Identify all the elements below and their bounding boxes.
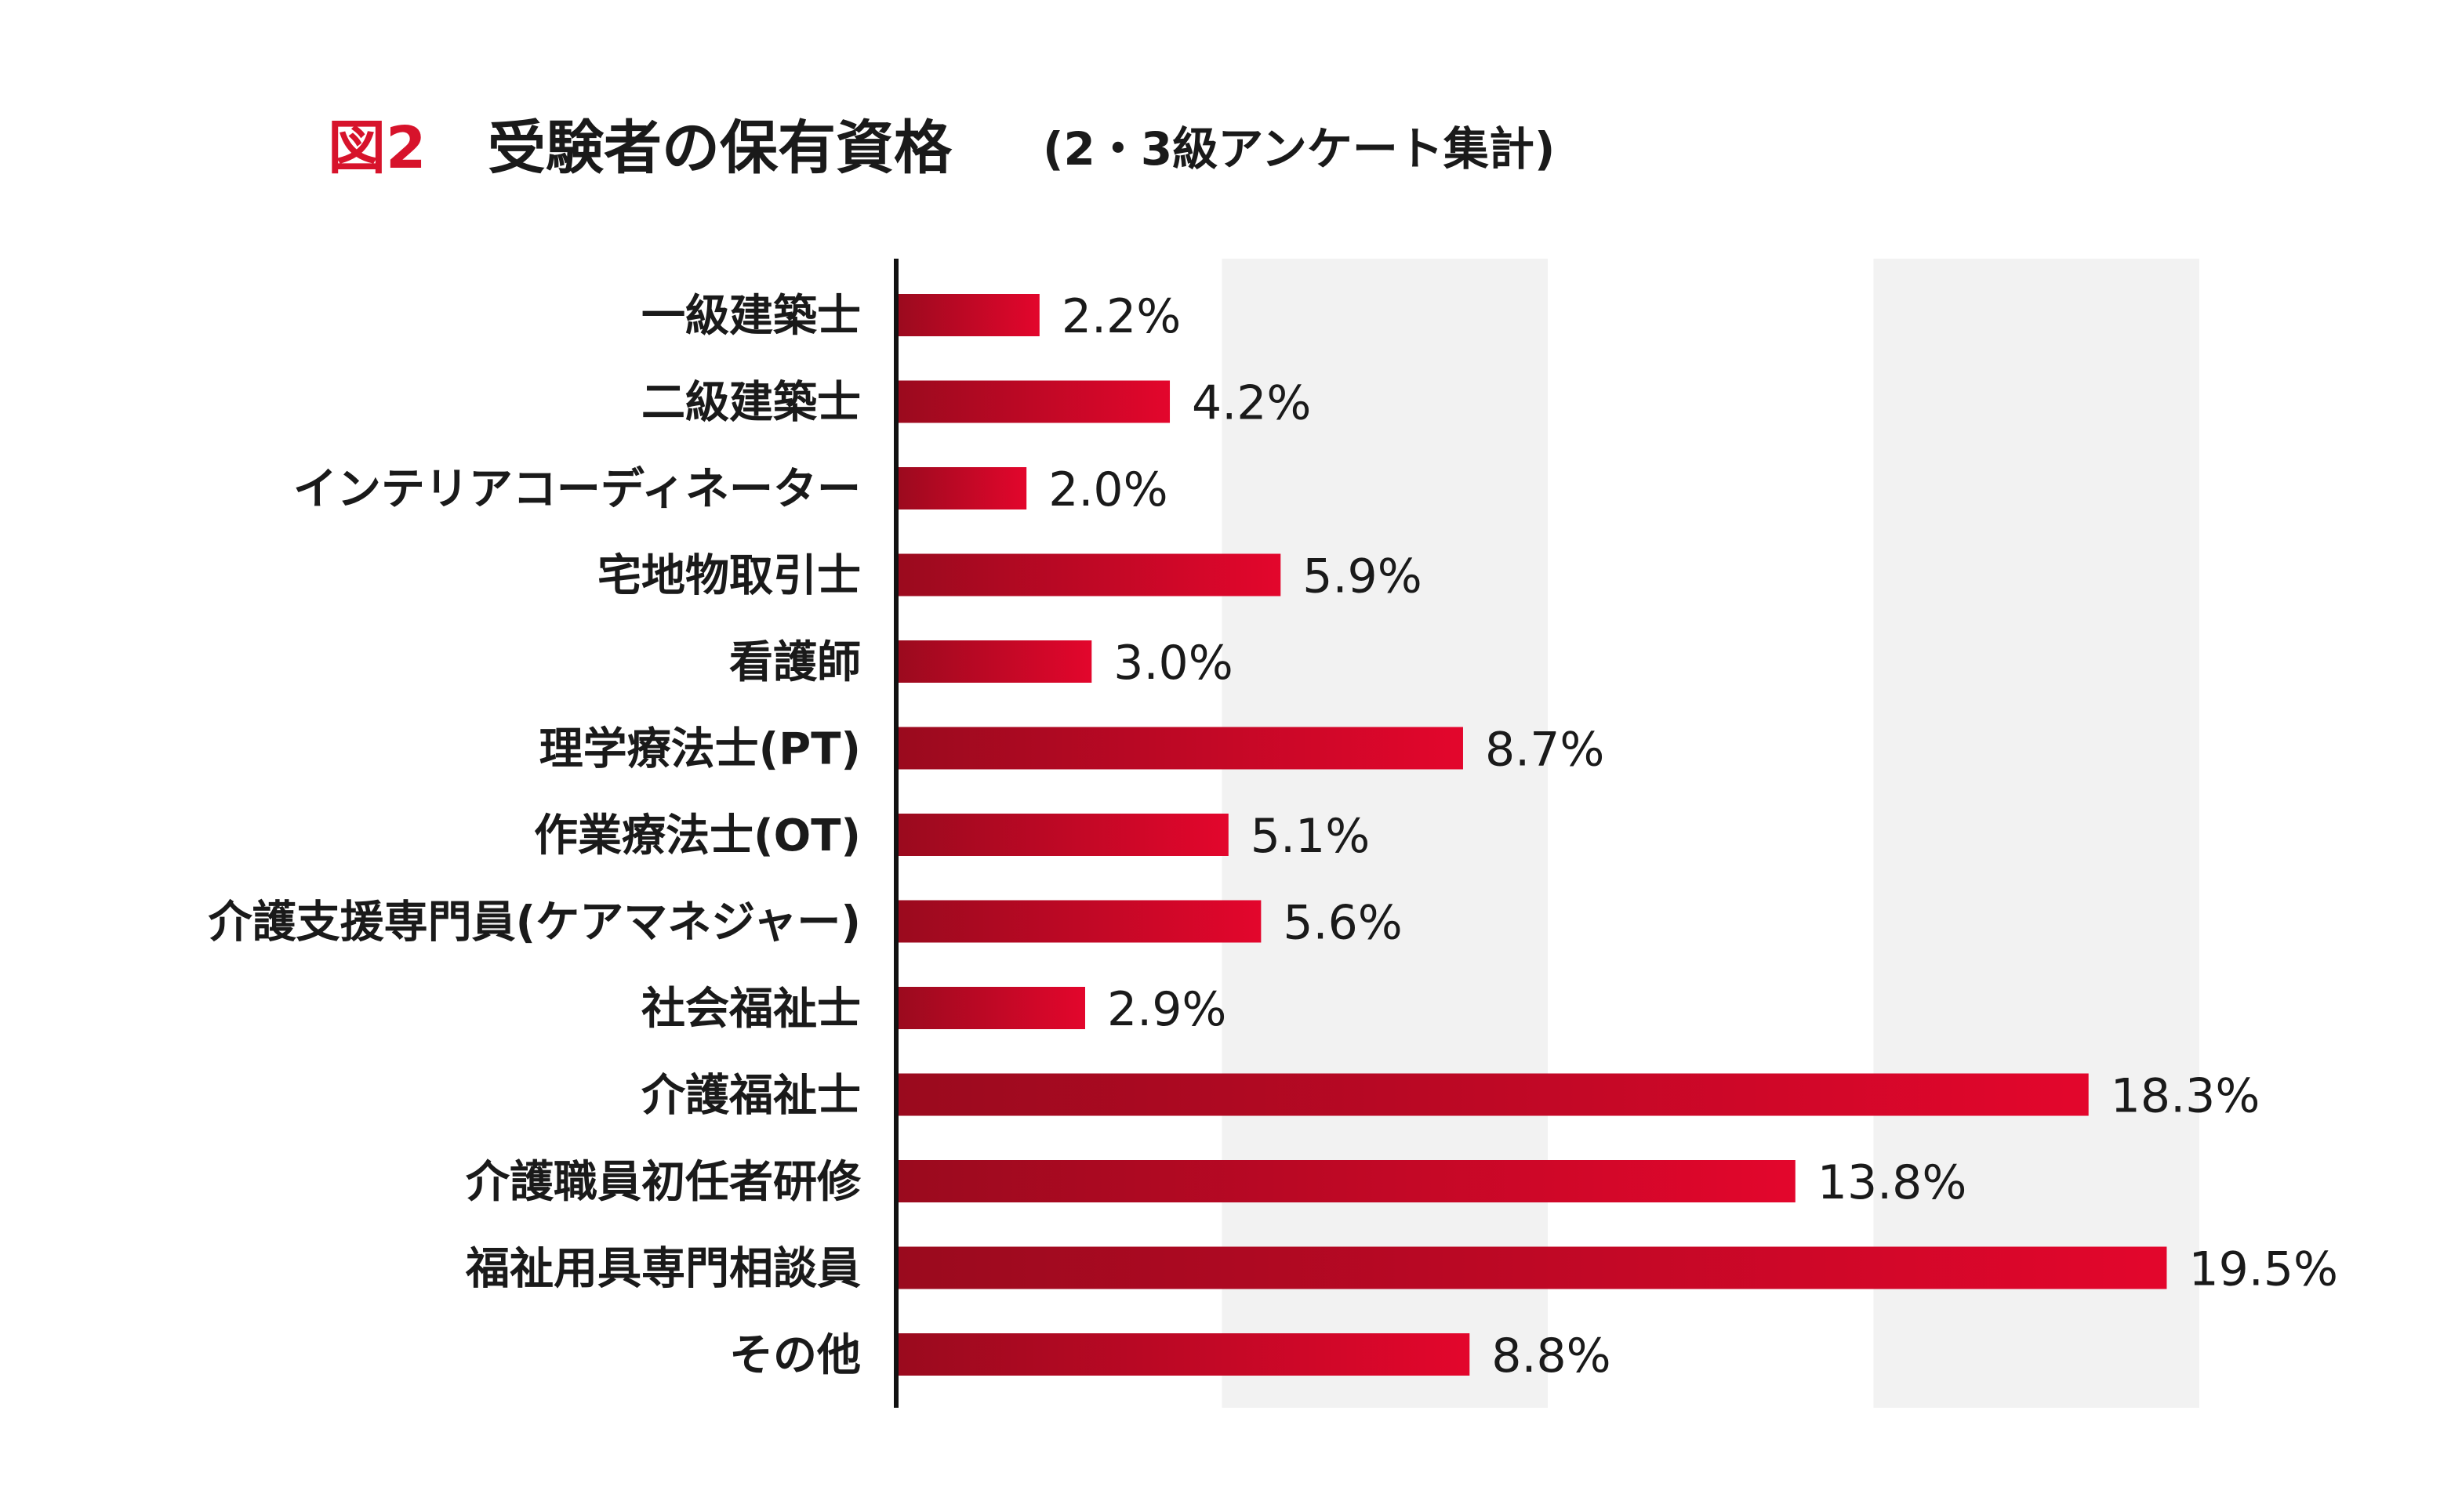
bar [896, 1160, 1796, 1202]
bar [896, 380, 1171, 423]
value-label: 13.8% [1817, 1155, 1967, 1210]
category-label: インテリアコーディネーター [293, 464, 861, 515]
category-labels: 一級建築士二級建築士インテリアコーディネーター宅地物取引士看護師理学療法士(PT… [209, 291, 862, 1381]
category-label: その他 [729, 1330, 861, 1381]
category-label: 介護福祉士 [641, 1071, 861, 1122]
bar [896, 814, 1229, 856]
category-label: 社会福祉士 [641, 984, 861, 1035]
value-label: 5.1% [1251, 809, 1370, 864]
bar [896, 1073, 2089, 1116]
value-label: 8.8% [1491, 1329, 1610, 1383]
bar [896, 900, 1262, 943]
category-label: 作業療法士(OT) [534, 810, 861, 861]
bar [896, 294, 1040, 336]
value-label: 5.9% [1302, 549, 1422, 604]
category-label: 宅地物取引士 [597, 551, 861, 602]
value-labels: 2.2%4.2% 2.0% 5.9% 3.0% 8.7% 5.1% 5.6% 2.9% 18.3… [1048, 289, 2338, 1383]
chart-title-subtitle: (2・3級アンケート集計) [1043, 122, 1555, 176]
bar [896, 727, 1463, 770]
background-band-2 [1873, 259, 2199, 1408]
bar [896, 553, 1281, 596]
bar [896, 987, 1085, 1029]
category-label: 介護支援専門員(ケアマネジャー) [209, 897, 861, 948]
value-label: 5.6% [1283, 896, 1402, 951]
value-label: 2.9% [1107, 982, 1226, 1037]
bar [896, 1333, 1470, 1376]
category-label: 介護職員初任者研修 [466, 1157, 862, 1208]
bar [896, 467, 1027, 509]
value-label: 19.5% [2188, 1242, 2338, 1297]
background-band-1 [1222, 259, 1548, 1408]
bar [896, 1246, 2167, 1289]
figure-label: 図2 [328, 114, 427, 182]
chart-title-main: 受験者の保有資格 [488, 114, 953, 182]
value-label: 3.0% [1113, 636, 1233, 691]
value-label: 18.3% [2111, 1069, 2260, 1124]
category-label: 一級建築士 [641, 291, 861, 342]
value-label: 4.2% [1192, 376, 1311, 431]
category-label: 看護師 [729, 637, 861, 688]
category-label: 理学療法士(PT) [539, 724, 861, 775]
chart-title: 図2 受験者の保有資格 (2・3級アンケート集計) [328, 114, 1555, 182]
category-label: 福祉用具専門相談員 [465, 1244, 861, 1295]
background-bands [1222, 259, 2199, 1408]
value-label: 2.0% [1048, 462, 1167, 517]
bar-series [896, 294, 2167, 1376]
value-label: 2.2% [1062, 289, 1181, 344]
bar [896, 640, 1092, 683]
value-label: 8.7% [1485, 723, 1604, 778]
category-label: 二級建築士 [641, 378, 861, 429]
